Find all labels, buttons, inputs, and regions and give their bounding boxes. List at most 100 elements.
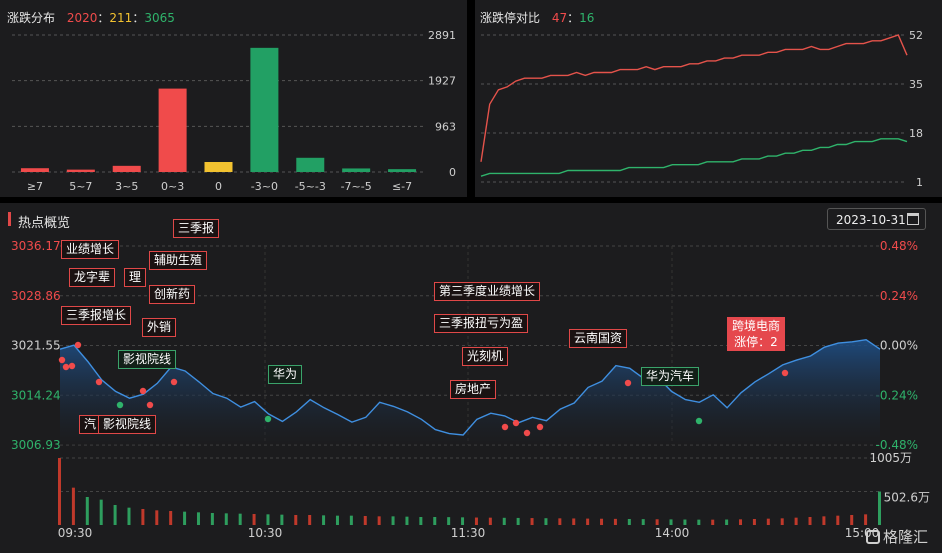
bar <box>342 168 371 172</box>
hot-marker <box>536 423 544 431</box>
volume-bar <box>683 519 687 525</box>
date-picker[interactable]: 2023-10-31 <box>827 208 926 230</box>
volume-bar <box>572 518 576 525</box>
hot-marker <box>58 356 66 364</box>
hot-title: 热点概览 <box>18 216 71 231</box>
x-tick-label: ≥7 <box>27 180 43 193</box>
volume-bar <box>377 516 381 525</box>
callout-name: 跨境电商 <box>731 319 780 333</box>
x-tick-label: 14:00 <box>655 526 690 540</box>
distribution-title-text: 涨跌分布 <box>7 11 56 25</box>
limit-up-count: 47 <box>551 11 568 25</box>
hot-tag[interactable]: 三季报增长 <box>61 306 132 325</box>
x-tick-label: 09:30 <box>58 526 93 540</box>
hot-tag[interactable]: 龙字辈 <box>69 268 116 287</box>
hot-tag[interactable]: 光刻机 <box>462 347 509 366</box>
volume-bar <box>864 514 868 525</box>
volume-bar <box>613 518 617 525</box>
volume-bar <box>808 517 812 525</box>
hot-tag[interactable]: 创新药 <box>149 285 196 304</box>
hot-marker <box>781 369 789 377</box>
volume-bar <box>363 516 367 525</box>
hot-marker <box>62 363 70 371</box>
x-tick-label: 15:00 <box>845 526 880 540</box>
volume-bar <box>155 510 159 525</box>
distribution-title: 涨跌分布 2020：211：3065 <box>7 9 175 26</box>
hot-tag[interactable]: 华为 <box>268 365 303 384</box>
limit-up-line <box>480 34 908 162</box>
y-left-label: 3014.24 <box>11 388 61 402</box>
hot-tag[interactable]: 理 <box>124 268 147 287</box>
hot-marker <box>68 362 76 370</box>
bar <box>388 169 417 172</box>
volume-bar <box>586 518 590 525</box>
hot-chart: 3036.17 0.48% 3028.86 0.24% 3021.55 0.00% 3014… <box>11 239 930 540</box>
volume-bar <box>196 512 200 525</box>
hot-tag[interactable]: 辅助生殖 <box>149 251 208 270</box>
y-right-label: -0.48% <box>876 438 918 452</box>
hot-tag[interactable]: 汽 <box>79 415 102 434</box>
hot-tag[interactable]: 业绩增长 <box>61 240 120 259</box>
volume-bar <box>516 517 520 525</box>
hot-tag[interactable]: 华为汽车 <box>641 367 700 386</box>
volume-bar <box>711 519 715 525</box>
callout-value: 涨停：2 <box>734 335 778 349</box>
volume-bar <box>488 517 492 525</box>
hot-tag[interactable]: 云南国资 <box>569 329 628 348</box>
x-tick-label: -3~0 <box>251 180 278 193</box>
x-tick-label: 0 <box>215 180 222 193</box>
limit-ratio-title-text: 涨跌停对比 <box>480 11 541 25</box>
x-tick-label: 0~3 <box>161 180 184 193</box>
vol-tick-label: 1005万 <box>869 451 912 465</box>
volume-bar <box>739 519 743 525</box>
watermark: 格隆汇 <box>866 526 928 547</box>
volume-bar <box>836 515 840 525</box>
hot-tag[interactable]: 三季报扭亏为盈 <box>434 314 529 333</box>
hot-marker <box>74 341 82 349</box>
x-tick-label: -7~-5 <box>341 180 372 193</box>
bar <box>204 162 233 172</box>
hot-callout[interactable]: 跨境电商 涨停：2 <box>727 317 785 351</box>
x-tick-label: 5~7 <box>69 180 92 193</box>
volume-bar <box>169 511 173 525</box>
y-tick-label: 18 <box>909 127 923 140</box>
volume-bar <box>280 514 284 525</box>
limit-down-line <box>480 138 908 177</box>
volume-bar <box>308 515 312 525</box>
x-tick-label: 3~5 <box>115 180 138 193</box>
flat-count: 211 <box>109 11 133 25</box>
x-tick-label: 10:30 <box>248 526 283 540</box>
volume-bar <box>669 519 673 525</box>
vol-tick-label: 502.6万 <box>884 491 930 505</box>
hot-marker <box>146 401 154 409</box>
bar <box>20 168 49 172</box>
volume-bar <box>238 513 242 525</box>
y-tick-label: 1927 <box>428 75 456 88</box>
volume-bar <box>113 505 117 525</box>
volume-bar <box>391 516 395 525</box>
hot-tag[interactable]: 三季报 <box>173 219 220 238</box>
volume-bar <box>447 517 451 525</box>
distribution-panel <box>0 0 467 197</box>
hot-tag[interactable]: 房地产 <box>450 380 497 399</box>
volume-bar <box>850 515 854 525</box>
bar <box>296 157 325 172</box>
volume-bar <box>294 515 298 525</box>
calendar-icon[interactable] <box>907 213 919 225</box>
hot-tag[interactable]: 第三季度业绩增长 <box>434 282 541 301</box>
volume-bar <box>655 519 659 525</box>
volume-bar <box>183 511 187 525</box>
distribution-chart: 2891 1927 963 0 ≥7 5~7 3~5 0~3 0 -3~0 -5~-3 -7~-5 ≤-… <box>12 29 456 193</box>
volume-bar <box>878 491 881 525</box>
hot-marker <box>170 378 178 386</box>
hot-tag[interactable]: 影视院线 <box>98 415 157 434</box>
volume-bar <box>141 509 145 525</box>
hot-marker <box>264 415 272 423</box>
volume-bar <box>99 499 103 525</box>
y-right-label: -0.24% <box>876 388 918 402</box>
hot-marker <box>501 423 509 431</box>
volume-bar <box>266 514 270 525</box>
hot-tag[interactable]: 外销 <box>142 318 177 337</box>
hot-tag[interactable]: 影视院线 <box>118 350 177 369</box>
y-left-label: 3028.86 <box>11 289 61 303</box>
